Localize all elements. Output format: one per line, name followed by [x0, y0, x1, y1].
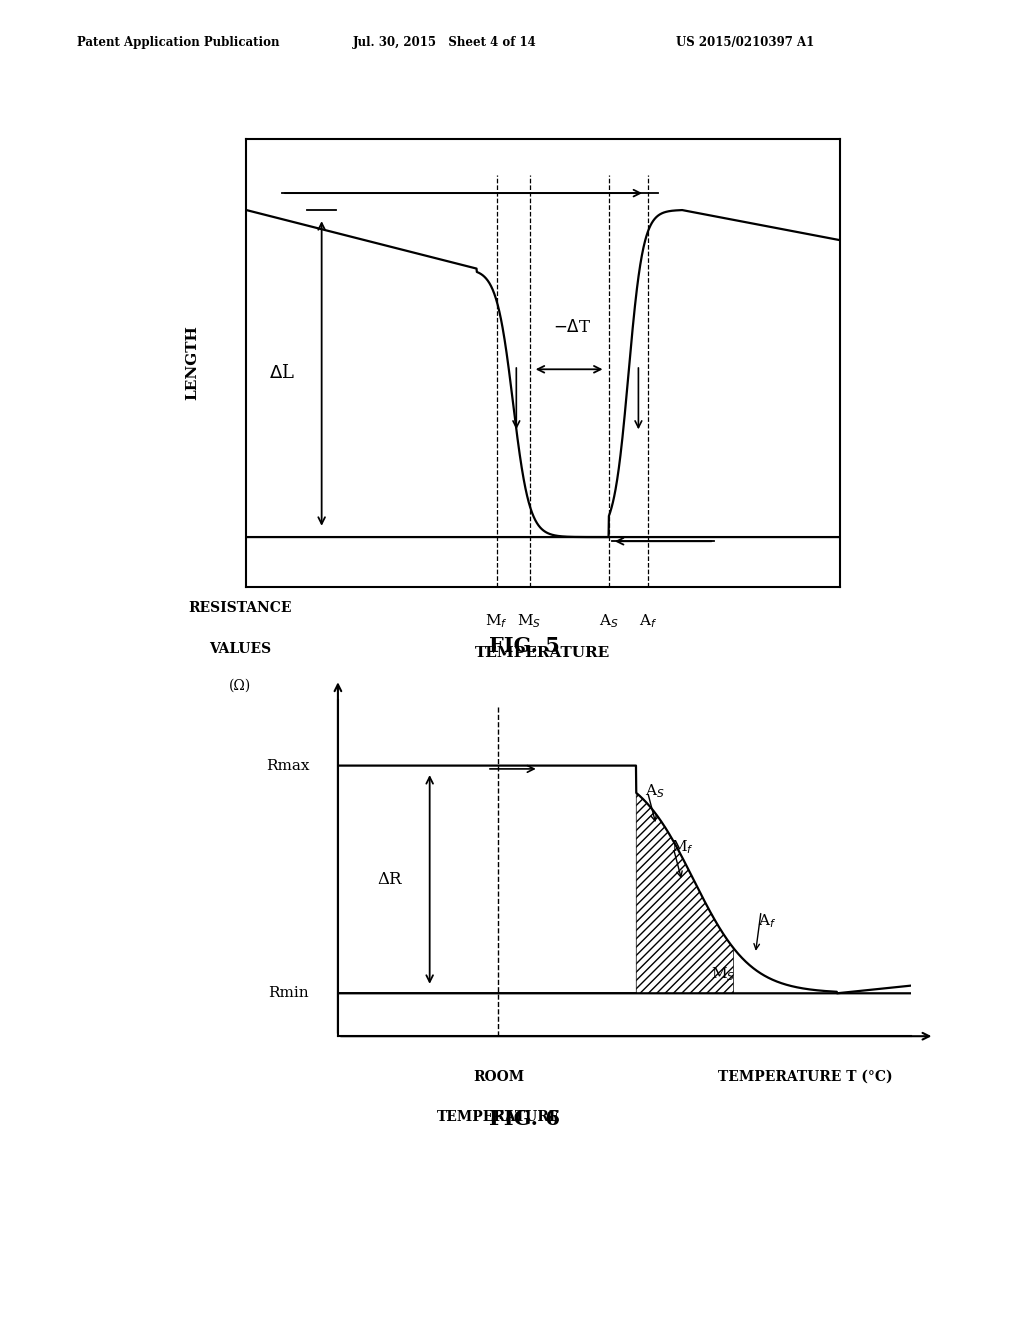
Text: FIG. 6: FIG. 6 — [488, 1109, 560, 1129]
Text: A$_S$: A$_S$ — [645, 781, 665, 800]
Text: $-\Delta$T: $-\Delta$T — [553, 318, 592, 335]
Text: TEMPERATURE: TEMPERATURE — [475, 645, 610, 660]
Text: ROOM: ROOM — [473, 1069, 524, 1084]
Text: $\Delta$L: $\Delta$L — [269, 364, 295, 383]
Text: FIG. 5: FIG. 5 — [488, 636, 560, 656]
Text: VALUES: VALUES — [209, 642, 271, 656]
Text: RESISTANCE: RESISTANCE — [188, 602, 292, 615]
Text: TEMPERATURE T (°C): TEMPERATURE T (°C) — [718, 1069, 893, 1084]
Text: Jul. 30, 2015   Sheet 4 of 14: Jul. 30, 2015 Sheet 4 of 14 — [353, 36, 537, 49]
Text: M$_S$: M$_S$ — [517, 612, 542, 630]
Text: A$_f$: A$_f$ — [758, 912, 776, 929]
Text: A$_S$: A$_S$ — [599, 612, 618, 630]
Text: TEMPERATURE: TEMPERATURE — [437, 1110, 560, 1125]
Text: LENGTH: LENGTH — [185, 326, 200, 400]
Text: Rmin: Rmin — [268, 986, 309, 1001]
Text: Patent Application Publication: Patent Application Publication — [77, 36, 280, 49]
Text: M$_S$: M$_S$ — [711, 966, 735, 983]
Text: A$_f$: A$_f$ — [639, 612, 657, 630]
Text: ΔR: ΔR — [377, 871, 401, 888]
Text: M$_f$: M$_f$ — [671, 838, 693, 855]
Text: Rmax: Rmax — [266, 759, 309, 772]
Text: M$_f$: M$_f$ — [485, 612, 508, 630]
Text: US 2015/0210397 A1: US 2015/0210397 A1 — [676, 36, 814, 49]
Text: (Ω): (Ω) — [229, 678, 252, 693]
